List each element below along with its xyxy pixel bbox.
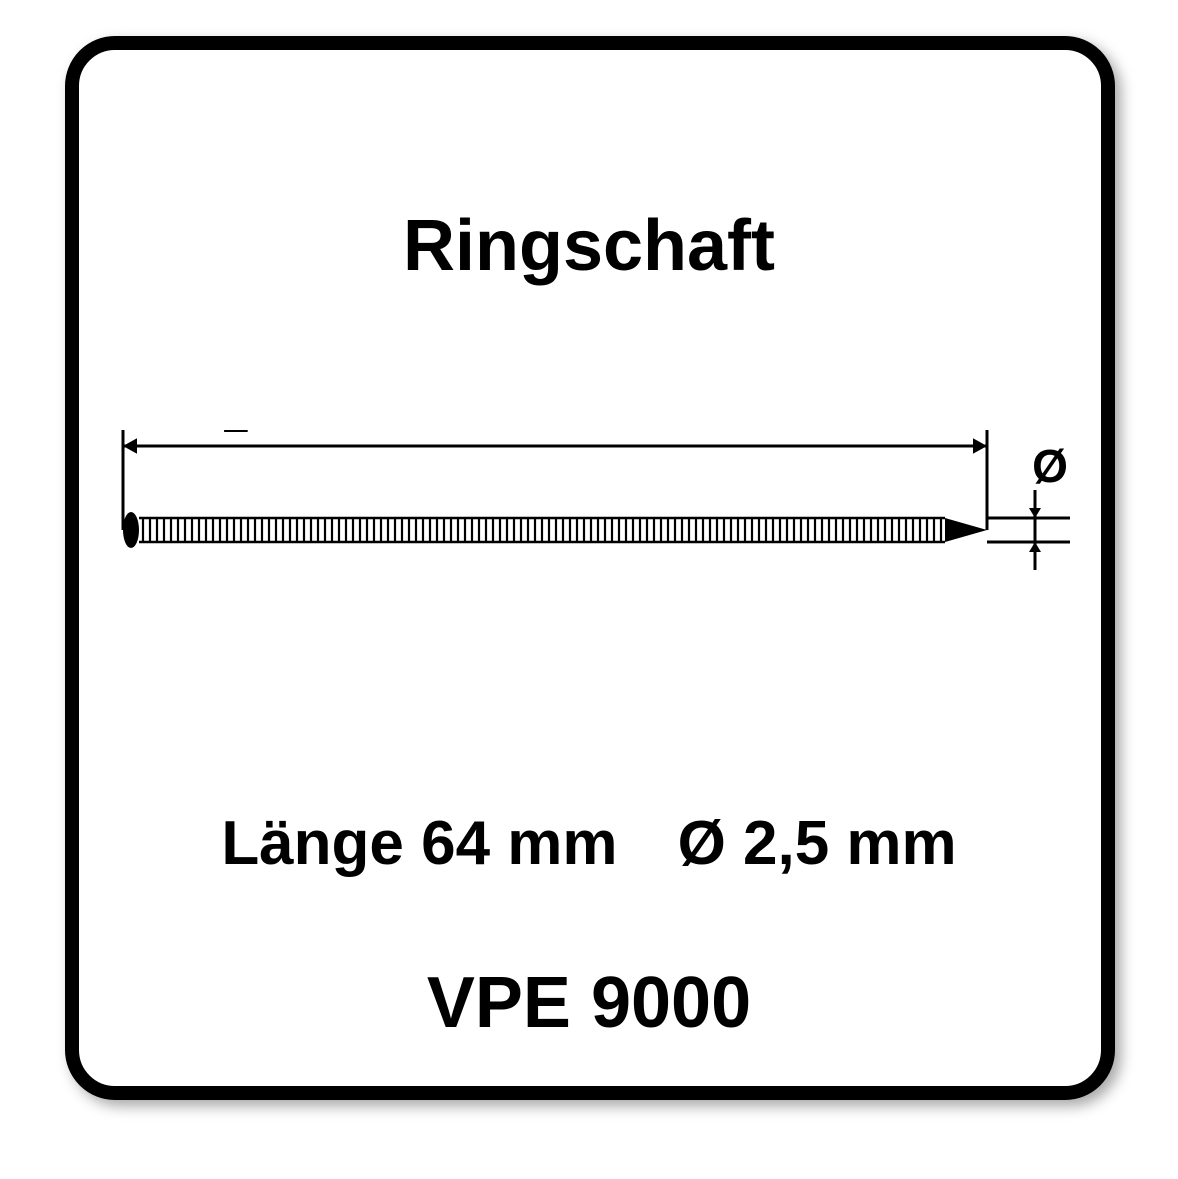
vpe-label: VPE 9000 bbox=[0, 962, 1178, 1044]
length-spec: Länge 64 mm bbox=[221, 808, 617, 879]
diameter-spec: Ø 2,5 mm bbox=[678, 808, 957, 879]
svg-text:Ø: Ø bbox=[1032, 440, 1068, 492]
svg-text:L: L bbox=[221, 430, 249, 442]
nail-diagram: LØ bbox=[115, 430, 1075, 630]
nail-svg: LØ bbox=[115, 430, 1075, 630]
product-title: Ringschaft bbox=[0, 205, 1178, 287]
spec-row: Länge 64 mm Ø 2,5 mm bbox=[0, 808, 1178, 879]
